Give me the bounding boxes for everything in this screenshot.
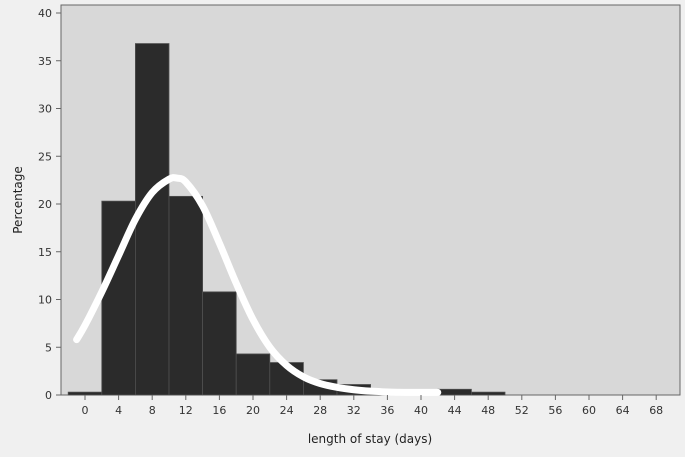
y-tick-label-0: 0: [45, 389, 52, 402]
histogram-bar-0: [67, 391, 103, 396]
x-tick-label-20: 20: [246, 404, 260, 417]
histogram-bar-5: [235, 353, 271, 396]
histogram-bar-3: [168, 195, 203, 396]
x-tick-label-12: 12: [179, 404, 193, 417]
histogram-bar-2: [134, 43, 170, 396]
y-tick-label-25: 25: [38, 150, 52, 163]
x-tick-label-24: 24: [280, 404, 294, 417]
x-tick-label-4: 4: [115, 404, 122, 417]
y-tick-label-5: 5: [45, 341, 52, 354]
x-tick-label-8: 8: [149, 404, 156, 417]
x-tick-label-64: 64: [616, 404, 630, 417]
x-tick-label-0: 0: [82, 404, 89, 417]
x-tick-label-16: 16: [212, 404, 226, 417]
y-tick-label-10: 10: [38, 294, 52, 307]
density-curve: [73, 174, 442, 396]
x-tick-label-44: 44: [448, 404, 462, 417]
histogram-bar-11: [437, 388, 472, 396]
bars: [67, 43, 506, 396]
y-tick-label-35: 35: [38, 55, 52, 68]
x-tick-label-48: 48: [481, 404, 495, 417]
histogram-bar-4: [202, 291, 237, 396]
x-tick-label-56: 56: [548, 404, 562, 417]
histogram-bar-12: [470, 391, 506, 396]
x-tick-label-40: 40: [414, 404, 428, 417]
x-axis: 0 4 8 12 16 20 24 28 32 36 40 44 48 52 56 60 64 68: [82, 395, 663, 417]
x-tick-label-32: 32: [347, 404, 361, 417]
x-tick-label-36: 36: [380, 404, 394, 417]
x-tick-label-60: 60: [582, 404, 596, 417]
y-tick-label-20: 20: [38, 198, 52, 211]
x-tick-label-28: 28: [313, 404, 327, 417]
x-tick-label-52: 52: [515, 404, 529, 417]
y-tick-label-15: 15: [38, 246, 52, 259]
y-axis-label: Percentage: [11, 166, 25, 234]
y-axis: 0 5 10 15 20 25 30 35 40: [38, 7, 61, 402]
y-tick-label-30: 30: [38, 103, 52, 116]
x-axis-label: length of stay (days): [308, 432, 432, 446]
y-tick-label-40: 40: [38, 7, 52, 20]
x-tick-label-68: 68: [649, 404, 663, 417]
